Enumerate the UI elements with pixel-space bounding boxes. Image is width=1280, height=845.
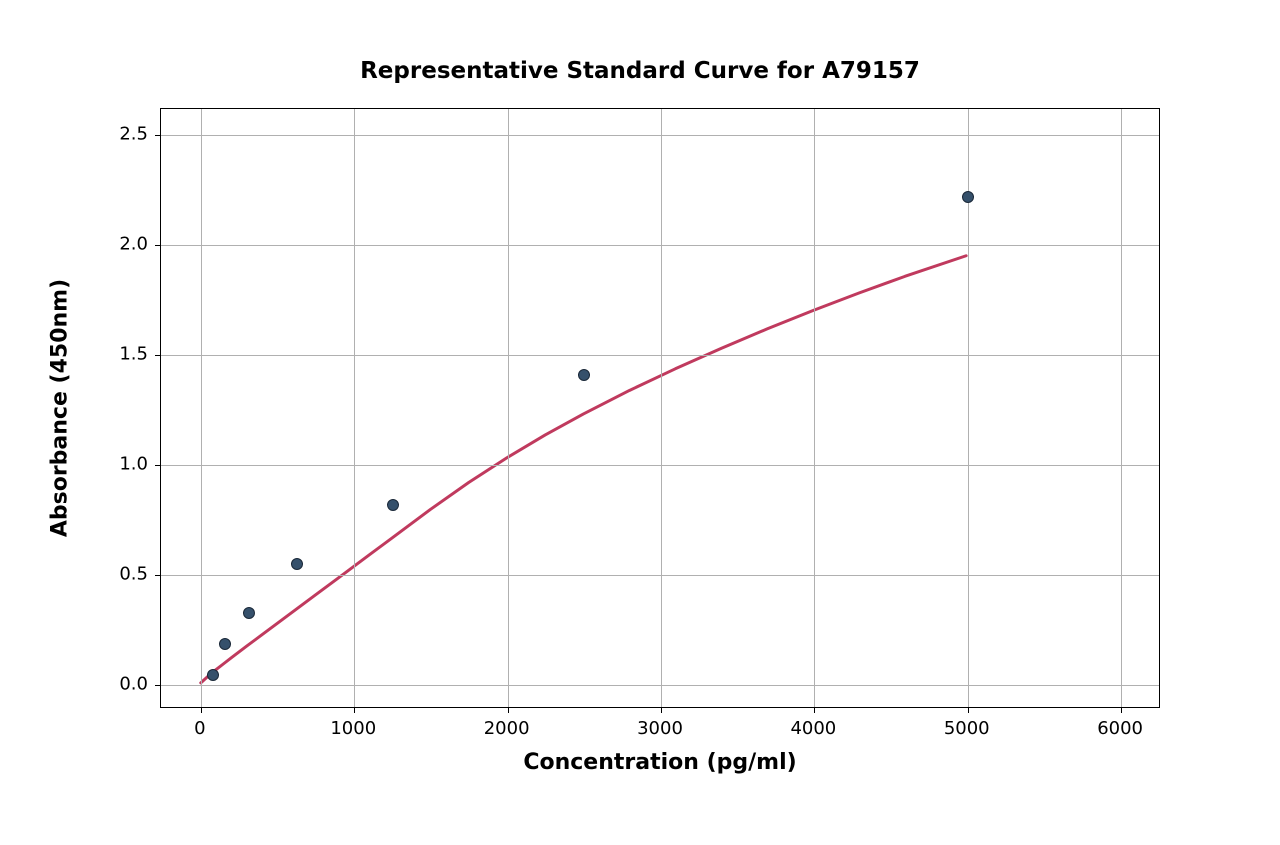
gridline-horizontal xyxy=(161,135,1159,136)
y-tick xyxy=(155,685,161,686)
gridline-horizontal xyxy=(161,575,1159,576)
y-axis-label: Absorbance (450nm) xyxy=(48,279,73,537)
y-tick xyxy=(155,135,161,136)
x-tick-label: 6000 xyxy=(1097,718,1143,739)
x-tick-label: 4000 xyxy=(790,718,836,739)
plot-area xyxy=(160,108,1160,708)
x-axis-label: Concentration (pg/ml) xyxy=(523,750,796,775)
y-tick-label: 0.5 xyxy=(119,563,148,584)
y-tick-label: 2.5 xyxy=(119,124,148,145)
gridline-vertical xyxy=(201,109,202,707)
x-tick xyxy=(814,707,815,713)
gridline-horizontal xyxy=(161,465,1159,466)
x-tick-label: 5000 xyxy=(944,718,990,739)
gridline-vertical xyxy=(661,109,662,707)
y-tick xyxy=(155,465,161,466)
x-tick xyxy=(508,707,509,713)
x-tick xyxy=(201,707,202,713)
gridline-vertical xyxy=(1121,109,1122,707)
x-tick-label: 2000 xyxy=(484,718,530,739)
y-tick-label: 1.0 xyxy=(119,454,148,475)
x-tick xyxy=(661,707,662,713)
gridline-vertical xyxy=(814,109,815,707)
x-tick-label: 3000 xyxy=(637,718,683,739)
x-tick xyxy=(968,707,969,713)
y-tick xyxy=(155,245,161,246)
chart-title: Representative Standard Curve for A79157 xyxy=(360,58,920,84)
gridline-horizontal xyxy=(161,355,1159,356)
chart-container: Representative Standard Curve for A79157… xyxy=(0,0,1280,845)
gridline-horizontal xyxy=(161,685,1159,686)
gridline-horizontal xyxy=(161,245,1159,246)
x-tick-label: 1000 xyxy=(330,718,376,739)
y-tick-label: 1.5 xyxy=(119,344,148,365)
data-point xyxy=(207,669,219,681)
y-tick-label: 2.0 xyxy=(119,234,148,255)
data-point xyxy=(962,191,974,203)
data-point xyxy=(219,638,231,650)
gridline-vertical xyxy=(354,109,355,707)
x-tick xyxy=(1121,707,1122,713)
x-tick xyxy=(354,707,355,713)
y-tick xyxy=(155,355,161,356)
data-point xyxy=(243,607,255,619)
gridline-vertical xyxy=(508,109,509,707)
y-tick xyxy=(155,575,161,576)
data-point xyxy=(578,369,590,381)
x-tick-label: 0 xyxy=(194,718,205,739)
curve-line xyxy=(161,109,1159,707)
y-tick-label: 0.0 xyxy=(119,673,148,694)
data-point xyxy=(387,499,399,511)
data-point xyxy=(291,558,303,570)
